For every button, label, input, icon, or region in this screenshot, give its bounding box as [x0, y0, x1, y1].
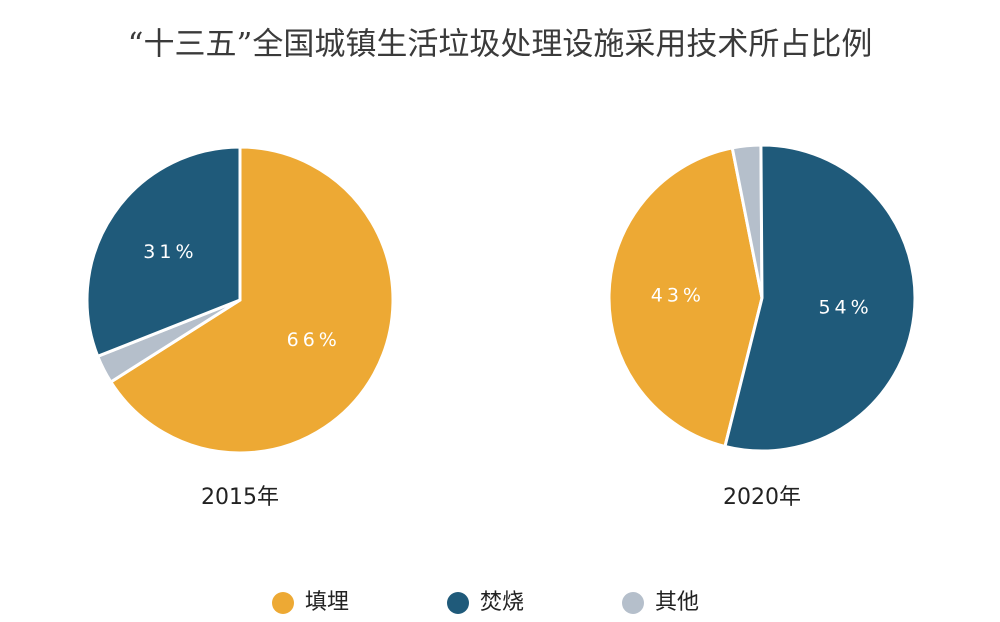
value-label: 43% — [651, 284, 705, 306]
value-label: 54% — [818, 296, 872, 318]
legend-swatch — [272, 592, 294, 614]
legend-swatch — [622, 592, 644, 614]
legend-label: 其他 — [655, 590, 699, 615]
legend-label: 焚烧 — [480, 590, 524, 615]
pie-title: 2015年 — [201, 485, 279, 510]
pie-slice — [85, 145, 242, 359]
pie-slice — [607, 146, 764, 449]
value-label: 66% — [287, 329, 341, 351]
pie-slice — [723, 143, 917, 453]
pie-slice — [108, 145, 395, 455]
legend-swatch — [447, 592, 469, 614]
chart-title: “十三五”全国城镇生活垃圾处理设施采用技术所占比例 — [128, 27, 873, 63]
value-label: 31% — [143, 241, 197, 263]
legend-label: 填埋 — [305, 590, 349, 615]
pie-title: 2020年 — [723, 485, 801, 510]
